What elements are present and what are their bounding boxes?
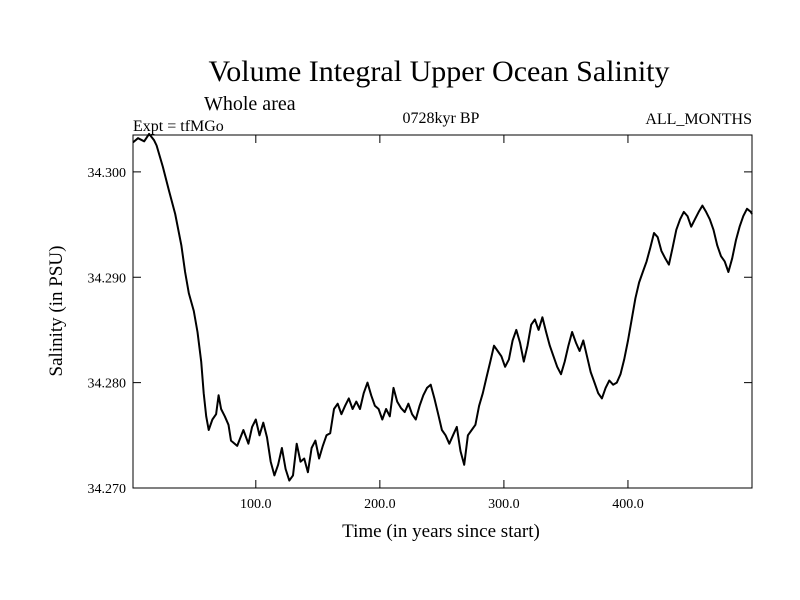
chart-title: Volume Integral Upper Ocean Salinity — [209, 55, 670, 88]
y-tick-label: 34.290 — [88, 271, 127, 286]
y-tick-label: 34.280 — [88, 377, 127, 392]
experiment-label: Expt = tfMGo — [133, 118, 224, 135]
period-label: 0728kyr BP — [403, 110, 480, 127]
salinity-series-line — [132, 132, 753, 482]
x-tick-label: 200.0 — [364, 497, 396, 512]
x-tick-label: 400.0 — [612, 497, 644, 512]
chart-subtitle: Whole area — [204, 93, 296, 115]
y-axis-label: Salinity (in PSU) — [46, 246, 67, 377]
x-tick-label: 100.0 — [240, 497, 272, 512]
x-axis-label: Time (in years since start) — [342, 521, 540, 542]
y-tick-label: 34.270 — [88, 482, 127, 497]
x-tick-label: 300.0 — [488, 497, 520, 512]
months-label: ALL_MONTHS — [645, 111, 752, 128]
plot-frame — [132, 134, 753, 489]
y-tick-label: 34.300 — [88, 166, 127, 181]
x-axis-ticks: 100.0 200.0 300.0 400.0 — [240, 135, 644, 512]
y-axis-ticks: 34.270 34.280 34.290 34.300 — [88, 166, 752, 497]
